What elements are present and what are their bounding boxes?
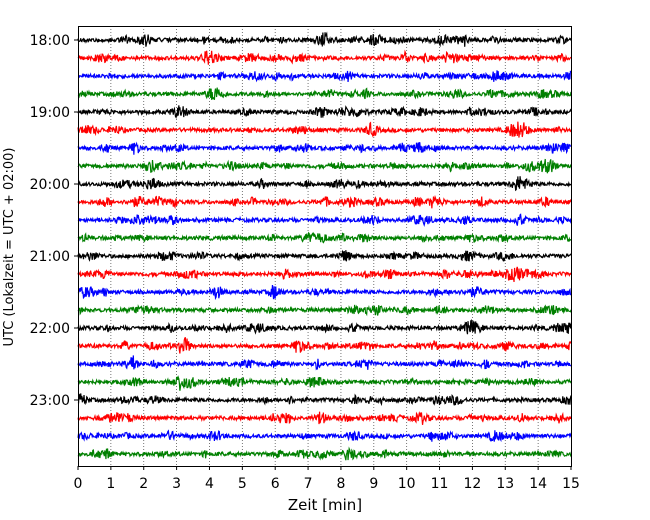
trace-2300 (77, 393, 572, 407)
x-tick-label: 13 (496, 476, 514, 492)
trace-2015 (77, 194, 572, 209)
trace-1930 (77, 141, 572, 155)
trace-2330 (77, 429, 572, 443)
trace-2100 (77, 249, 572, 263)
x-tick-label: 11 (431, 476, 449, 492)
x-tick-label: 15 (562, 476, 580, 492)
y-tick-label: 23:00 (30, 393, 70, 409)
y-axis-label: UTC (Lokalzeit = UTC + 02:00) (2, 148, 17, 347)
axis-ticks: 0 1 2 3 4 5 6 7 8 9 10 11 12 13 14 1518:0019:0020:0021:… (30, 33, 580, 492)
trace-2045 (77, 231, 571, 244)
trace-group (77, 31, 572, 461)
trace-1800 (77, 31, 572, 48)
y-tick-label: 18:00 (30, 33, 70, 49)
x-axis-label: Zeit [min] (288, 496, 362, 514)
x-tick-label: 4 (205, 476, 214, 492)
x-tick-label: 7 (304, 476, 313, 492)
trace-2315 (77, 410, 572, 425)
x-tick-label: 14 (529, 476, 547, 492)
trace-2145 (77, 304, 572, 317)
plot-frame (78, 26, 572, 467)
x-tick-label: 5 (238, 476, 247, 492)
trace-2030 (77, 213, 572, 227)
trace-2245 (77, 375, 572, 391)
trace-2130 (77, 284, 572, 301)
y-tick-label: 21:00 (30, 249, 70, 265)
trace-1915 (77, 121, 572, 138)
x-tick-label: 1 (106, 476, 115, 492)
trace-2000 (77, 176, 572, 192)
trace-1945 (77, 158, 572, 174)
x-tick-label: 2 (139, 476, 148, 492)
trace-2200 (77, 319, 572, 335)
x-tick-label: 10 (398, 476, 416, 492)
trace-2345 (77, 446, 572, 461)
x-tick-label: 6 (271, 476, 280, 492)
trace-2115 (77, 266, 572, 283)
trace-2215 (77, 337, 572, 354)
trace-1845 (77, 87, 572, 101)
y-tick-label: 19:00 (30, 105, 70, 121)
trace-1815 (77, 49, 572, 65)
grid-lines (110, 26, 539, 466)
x-tick-label: 3 (172, 476, 181, 492)
x-tick-label: 12 (463, 476, 481, 492)
x-tick-label: 8 (336, 476, 345, 492)
trace-1900 (77, 105, 572, 119)
x-tick-label: 0 (74, 476, 83, 492)
trace-2230 (77, 355, 572, 371)
x-tick-label: 9 (369, 476, 378, 492)
y-tick-label: 22:00 (30, 321, 70, 337)
trace-1830 (77, 70, 572, 83)
y-tick-label: 20:00 (30, 177, 70, 193)
